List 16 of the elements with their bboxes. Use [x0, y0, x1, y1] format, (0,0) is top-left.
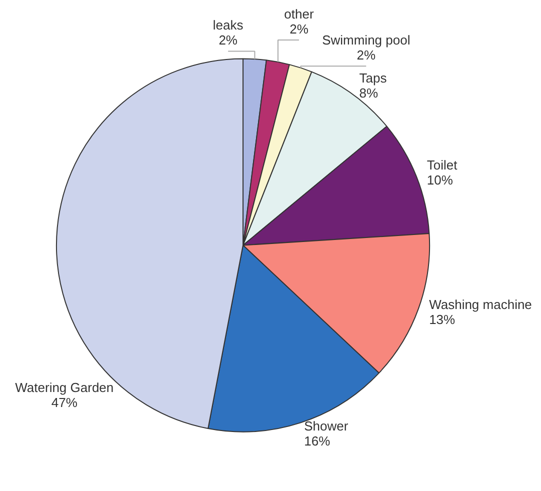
- data-label: 2%: [356, 48, 376, 63]
- data-label: 16%: [304, 433, 331, 448]
- data-label: 47%: [51, 395, 78, 410]
- slice-label: Swimming pool: [322, 32, 410, 48]
- data-label: 8%: [359, 85, 378, 100]
- slice-label: other: [284, 6, 314, 22]
- data-label: 13%: [429, 312, 456, 328]
- slice-label: Toilet: [426, 157, 458, 172]
- data-label: 2%: [218, 32, 238, 48]
- slice-label: Taps: [359, 70, 388, 86]
- slice-label: Watering Garden: [15, 380, 114, 396]
- slice-label: Washing machine: [429, 297, 532, 312]
- data-label: 2%: [290, 21, 309, 36]
- slice-label: leaks: [212, 18, 244, 33]
- data-label: 10%: [426, 172, 454, 188]
- slice-label: Shower: [304, 418, 349, 434]
